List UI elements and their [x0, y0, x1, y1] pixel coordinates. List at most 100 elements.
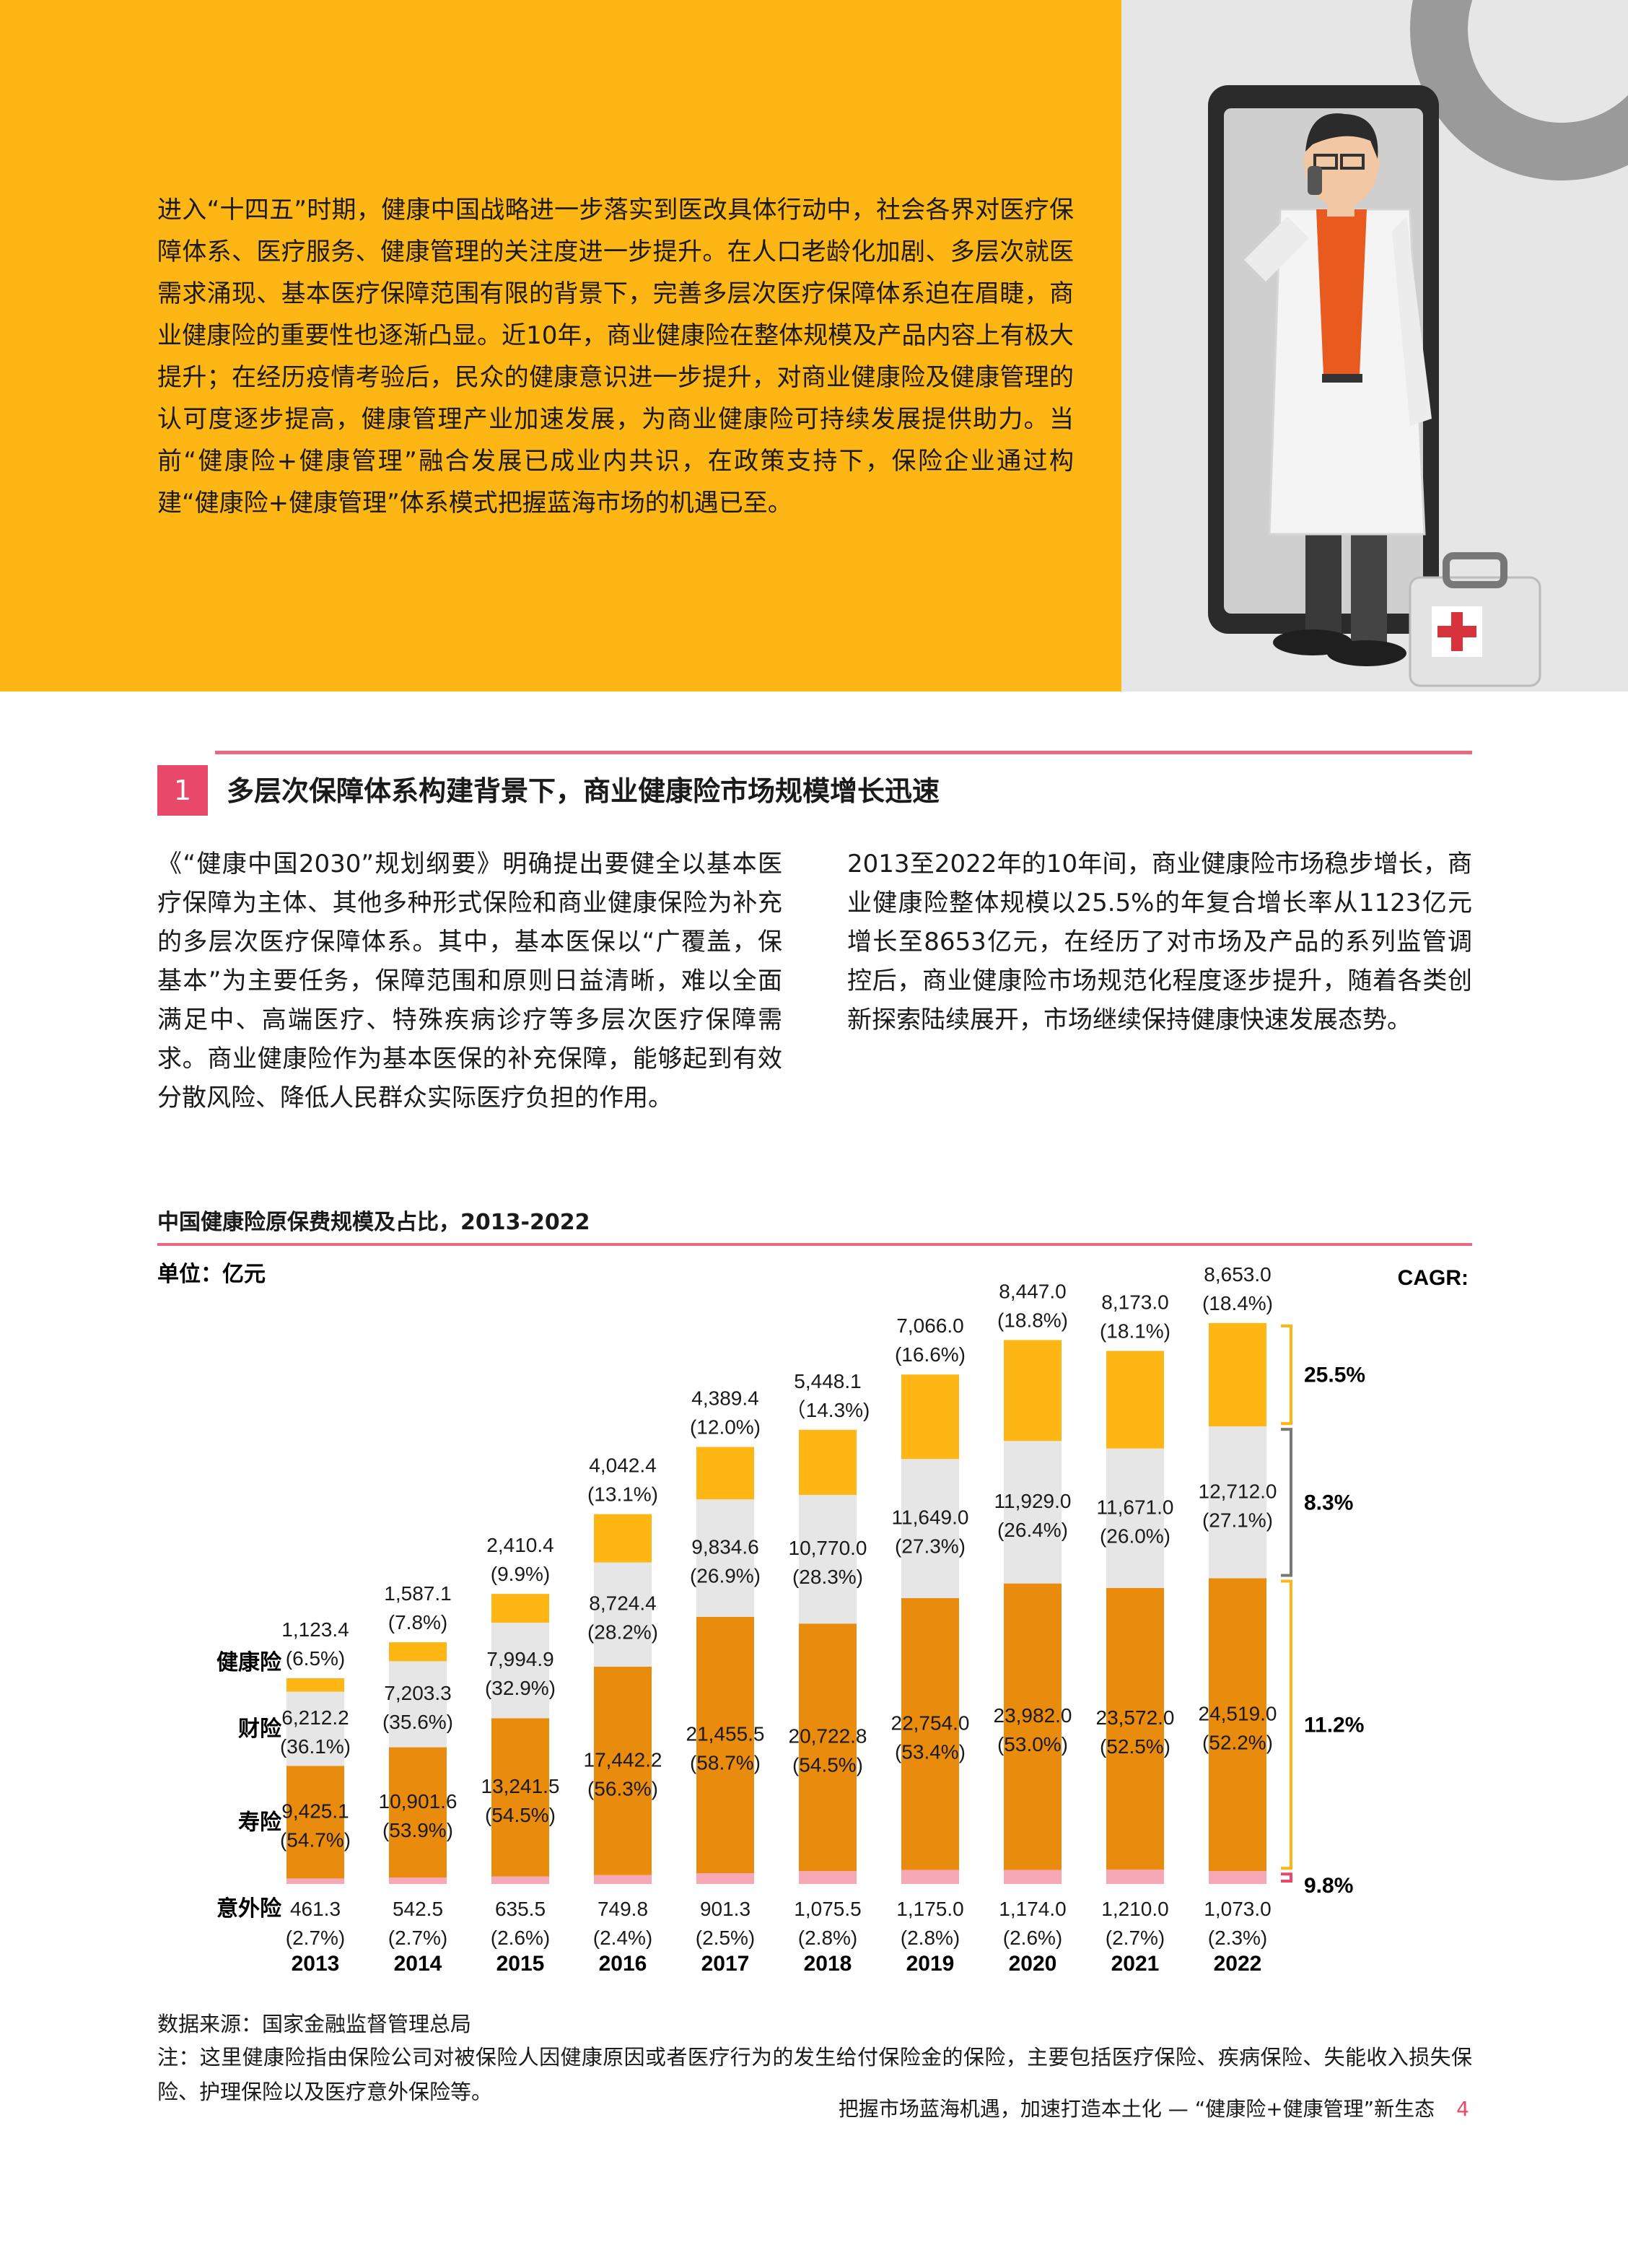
- data-source: 数据来源：国家金融监督管理总局: [157, 2012, 472, 2036]
- data-label-value: 11,649.0: [892, 1506, 969, 1529]
- data-label-value: 23,982.0: [994, 1704, 1072, 1727]
- data-label-share: (2.8%): [901, 1927, 960, 1949]
- x-tick-label: 2013: [292, 1952, 340, 1976]
- x-tick-label: 2014: [394, 1952, 442, 1976]
- x-tick-label: 2019: [906, 1952, 955, 1976]
- x-tick-label: 2022: [1214, 1952, 1262, 1976]
- data-label-share: (52.5%): [1100, 1735, 1170, 1758]
- data-label-share: (32.9%): [485, 1677, 556, 1699]
- data-label-share: (18.1%): [1100, 1320, 1170, 1342]
- bar-segment-意外险: [1106, 1869, 1164, 1884]
- data-label-share: (27.1%): [1202, 1509, 1273, 1531]
- section-left-paragraph: 《“健康中国2030”规划纲要》明确提出要健全以基本医疗保障为主体、其他多种形式…: [157, 850, 782, 1112]
- section-header: 1 多层次保障体系构建背景下，商业健康险市场规模增长迅速: [157, 751, 1472, 823]
- data-label-value: 9,834.6: [691, 1536, 758, 1558]
- bar-segment-寿险: [1209, 1578, 1266, 1872]
- hero-banner: 进入“十四五”时期，健康中国战略进一步落实到医改具体行动中，社会各界对医疗保障体…: [0, 0, 1121, 692]
- bar-segment-意外险: [901, 1870, 959, 1884]
- cagr-bracket: [1281, 1872, 1292, 1883]
- ring-decoration: [1410, 0, 1628, 180]
- bar-segment-财险: [799, 1494, 857, 1624]
- page-number: 4: [1456, 2097, 1469, 2121]
- bar-segment-寿险: [491, 1718, 549, 1877]
- footer-text: 把握市场蓝海机遇，加速打造本土化 — “健康险+健康管理”新生态: [838, 2097, 1435, 2121]
- data-label-value: 1,123.4: [281, 1618, 349, 1641]
- shirt: [1316, 209, 1367, 375]
- data-label-value: 461.3: [290, 1898, 341, 1920]
- data-label-value: 10,901.6: [379, 1790, 458, 1813]
- bar-segment-健康险: [491, 1594, 549, 1623]
- x-tick-label: 2017: [701, 1952, 750, 1976]
- bar-segment-意外险: [1004, 1870, 1062, 1884]
- phone-icon: [1308, 166, 1322, 195]
- data-label-value: 13,241.5: [481, 1775, 560, 1797]
- bar-segment-意外险: [594, 1875, 652, 1884]
- data-label-share: (18.8%): [997, 1309, 1068, 1331]
- data-label-share: (53.0%): [997, 1733, 1068, 1755]
- bar-segment-财险: [594, 1562, 652, 1667]
- data-label-share: (56.3%): [587, 1777, 658, 1800]
- bar-segment-财险: [1106, 1448, 1164, 1588]
- data-label-value: 9,425.1: [281, 1800, 349, 1822]
- bar-segment-财险: [901, 1459, 959, 1598]
- data-label-value: 20,722.8: [789, 1725, 867, 1748]
- data-label-share: (9.9%): [491, 1563, 550, 1585]
- bar-segment-健康险: [389, 1642, 447, 1662]
- data-label-share: (13.1%): [587, 1483, 658, 1506]
- data-label-value: 7,203.3: [384, 1682, 451, 1704]
- legend-label: 意外险: [216, 1896, 282, 1921]
- data-label-share: (28.2%): [587, 1621, 658, 1644]
- bar-segment-意外险: [799, 1871, 857, 1884]
- data-label-value: 1,210.0: [1101, 1898, 1168, 1920]
- cagr-value: 8.3%: [1304, 1491, 1353, 1514]
- data-label-share: (2.8%): [798, 1927, 857, 1949]
- data-label-value: 2,410.4: [486, 1534, 553, 1556]
- bar-segment-健康险: [1106, 1351, 1164, 1449]
- data-label-share: (52.2%): [1202, 1731, 1273, 1753]
- chart-note: 注：这里健康险指由保险公司对被保险人因健康原因或者医疗行为的发生给付保险金的保险…: [157, 2045, 1472, 2104]
- doctor-illustration: [1208, 0, 1628, 687]
- hero-illustration: [1121, 0, 1628, 692]
- bar-segment-财险: [389, 1661, 447, 1748]
- data-label-value: 11,671.0: [1097, 1496, 1174, 1518]
- bar-segment-寿险: [286, 1766, 344, 1879]
- data-label-value: 749.8: [598, 1898, 648, 1920]
- data-label-value: 1,175.0: [896, 1898, 963, 1920]
- data-label-value: 11,929.0: [994, 1490, 1072, 1512]
- data-label-value: 7,994.9: [486, 1648, 553, 1670]
- data-label-share: (54.7%): [280, 1828, 351, 1851]
- section-right-paragraph: 2013至2022年的10年间，商业健康险市场稳步增长，商业健康险整体规模以25…: [847, 850, 1472, 1034]
- unit-label: 单位：亿元: [157, 1262, 266, 1286]
- data-label-value: 1,073.0: [1204, 1898, 1271, 1920]
- data-label-value: 1,174.0: [999, 1898, 1066, 1920]
- data-label-share: (28.3%): [792, 1566, 863, 1588]
- data-label-share: (35.6%): [382, 1711, 453, 1733]
- data-label-value: 8,724.4: [589, 1592, 656, 1615]
- data-label-value: 901.3: [700, 1898, 750, 1920]
- bar-segment-寿险: [1004, 1583, 1062, 1870]
- bar-segment-意外险: [1209, 1871, 1266, 1884]
- data-label-value: 22,754.0: [891, 1711, 970, 1734]
- bar-segment-健康险: [696, 1447, 754, 1500]
- bar-segment-财险: [286, 1691, 344, 1766]
- cagr-bracket: [1281, 1428, 1292, 1577]
- premium-stacked-bar-chart: 单位：亿元 CAGR: 2013 2014 2015 2016 2017 2018 2019 20…: [157, 1262, 1469, 1976]
- data-label-value: 542.5: [393, 1898, 443, 1920]
- data-label-value: 1,075.5: [794, 1898, 861, 1920]
- data-label-value: 4,389.4: [691, 1387, 758, 1410]
- data-label-value: 8,653.0: [1204, 1263, 1271, 1286]
- data-label-share: (2.6%): [491, 1927, 550, 1949]
- data-label-value: 10,770.0: [789, 1537, 867, 1559]
- bar-segment-寿险: [389, 1747, 447, 1878]
- bar-segment-寿险: [901, 1597, 959, 1870]
- data-label-value: 5,448.1: [794, 1370, 861, 1392]
- x-tick-label: 2018: [804, 1952, 852, 1976]
- data-label-share: (2.7%): [388, 1927, 447, 1949]
- x-tick-label: 2021: [1111, 1952, 1160, 1976]
- bar-segment-健康险: [1209, 1322, 1266, 1427]
- data-label-share: (27.3%): [895, 1535, 966, 1558]
- bar-segment-财险: [1209, 1426, 1266, 1579]
- chart-rule: [157, 1243, 1472, 1246]
- data-label-value: 12,712.0: [1199, 1480, 1277, 1502]
- bar-segment-财险: [696, 1499, 754, 1617]
